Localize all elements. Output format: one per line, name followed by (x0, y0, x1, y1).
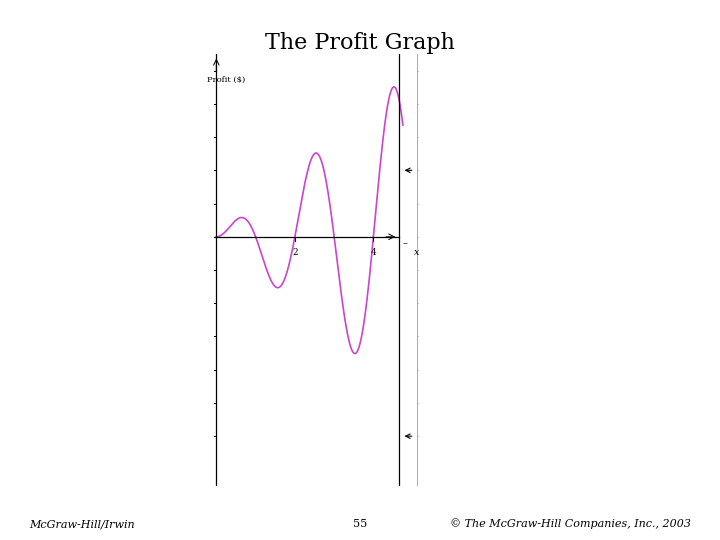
Text: 55: 55 (353, 519, 367, 529)
Text: –: – (402, 239, 408, 248)
Text: McGraw-Hill/Irwin: McGraw-Hill/Irwin (29, 519, 135, 529)
Text: © The McGraw-Hill Companies, Inc., 2003: © The McGraw-Hill Companies, Inc., 2003 (450, 518, 691, 529)
Text: 2: 2 (292, 248, 297, 258)
Text: x: x (414, 248, 419, 258)
Text: Profit ($): Profit ($) (207, 76, 245, 84)
Text: The Profit Graph: The Profit Graph (265, 32, 455, 55)
Text: 4: 4 (371, 248, 377, 258)
